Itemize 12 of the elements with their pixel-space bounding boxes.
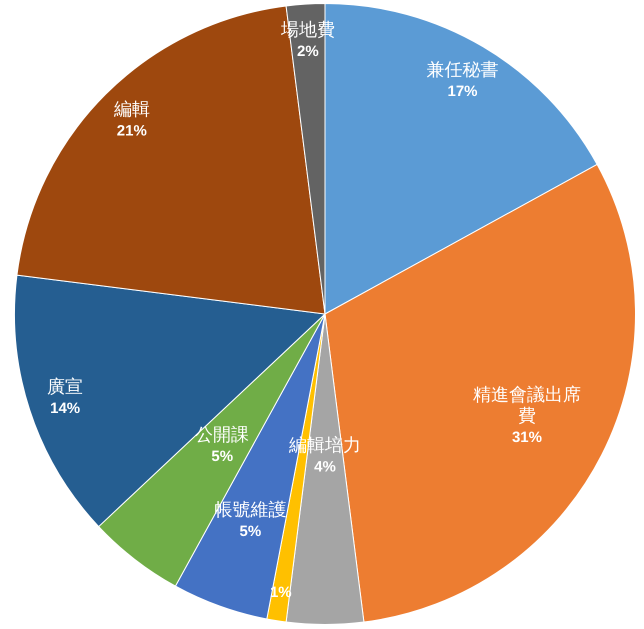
slice-label: 編輯 xyxy=(112,99,150,120)
slice-label: 兼任秘書 xyxy=(426,60,499,80)
data-label: 5% xyxy=(211,448,234,466)
slice-label: 精進會議出席費 xyxy=(472,384,581,426)
data-label: 17% xyxy=(447,83,478,100)
slice-label: 廣宣 xyxy=(47,376,84,397)
data-label: 31% xyxy=(512,429,542,446)
data-label: 5% xyxy=(239,523,262,540)
data-label: 4% xyxy=(314,458,336,476)
data-label: 21% xyxy=(116,122,147,140)
data-label: 14% xyxy=(50,400,80,418)
data-label: 2% xyxy=(297,42,319,60)
